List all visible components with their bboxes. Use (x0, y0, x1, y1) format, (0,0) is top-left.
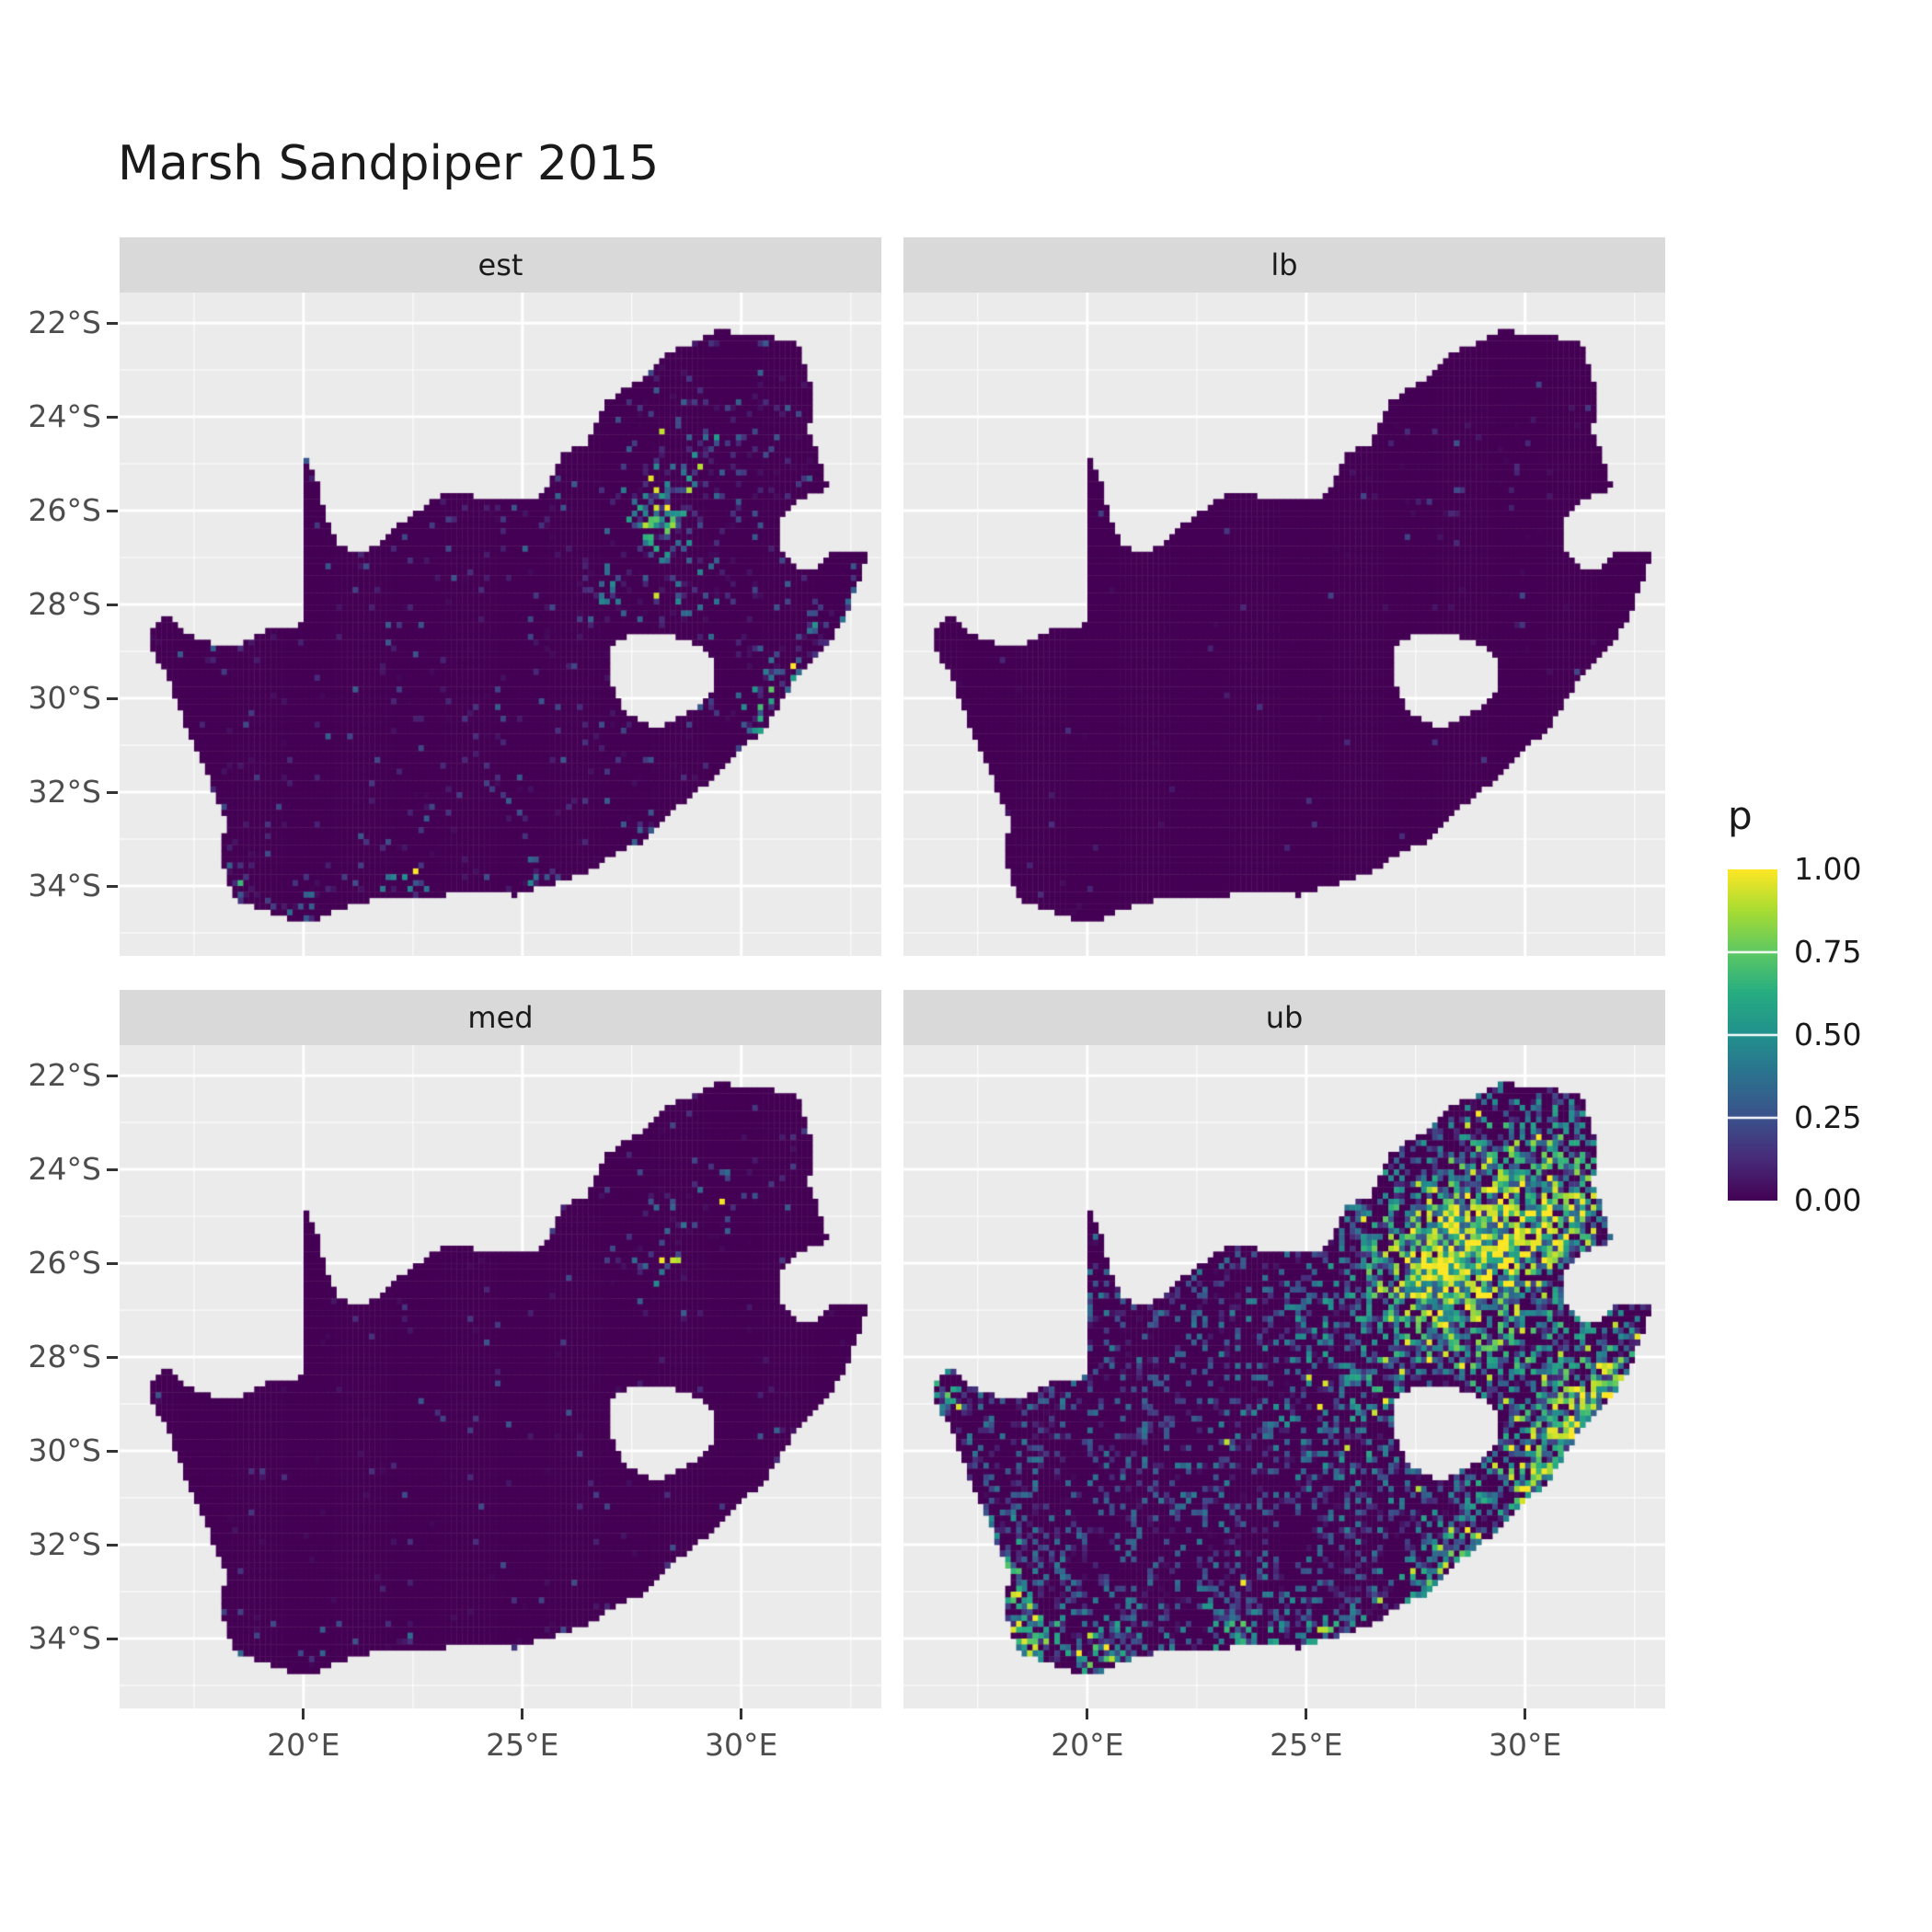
facet-strip-lb: lb (903, 237, 1665, 293)
x-tick-mark (1524, 1708, 1527, 1719)
y-axis-label: 24°S (28, 1151, 101, 1188)
y-tick-mark (107, 1355, 118, 1359)
facet-label-ub: ub (1265, 1000, 1304, 1035)
y-axis-label: 34°S (28, 1620, 101, 1657)
y-axis-label: 28°S (28, 586, 101, 623)
y-tick-mark (107, 696, 118, 700)
y-axis-label: 22°S (28, 305, 101, 341)
y-tick-mark (107, 790, 118, 794)
y-tick-mark (107, 1167, 118, 1171)
y-axis-label: 24°S (28, 398, 101, 435)
facet-label-lb: lb (1271, 247, 1298, 282)
facet-strip-est: est (120, 237, 881, 293)
facet-map-lb (903, 293, 1665, 956)
y-axis-label: 30°S (28, 1432, 101, 1469)
y-tick-mark (107, 415, 118, 419)
x-axis-label: 30°E (705, 1727, 778, 1763)
legend-label: 0.50 (1794, 1017, 1862, 1052)
facet-panel-est: est (120, 237, 881, 956)
facet-panel-lb: lb (903, 237, 1665, 956)
y-tick-mark (107, 1637, 118, 1640)
y-axis-label: 30°S (28, 680, 101, 717)
x-axis-label: 20°E (267, 1727, 340, 1763)
y-axis-label: 32°S (28, 1526, 101, 1563)
facet-panel-ub: ub (903, 990, 1665, 1708)
x-tick-mark (740, 1708, 743, 1719)
y-tick-mark (107, 1449, 118, 1453)
facet-strip-med: med (120, 990, 881, 1045)
x-axis-label: 20°E (1051, 1727, 1124, 1763)
facet-strip-ub: ub (903, 990, 1665, 1045)
facet-map-ub (903, 1045, 1665, 1708)
x-tick-mark (521, 1708, 524, 1719)
y-axis-label: 26°S (28, 492, 101, 529)
x-axis-label: 25°E (1270, 1727, 1343, 1763)
y-tick-mark (107, 884, 118, 888)
y-axis-label: 28°S (28, 1339, 101, 1375)
x-tick-mark (1305, 1708, 1308, 1719)
y-tick-mark (107, 509, 118, 512)
facet-label-est: est (477, 247, 523, 282)
y-tick-mark (107, 1261, 118, 1265)
legend-label: 0.00 (1794, 1182, 1862, 1218)
facet-label-med: med (467, 1000, 534, 1035)
y-tick-mark (107, 321, 118, 325)
facet-map-med (120, 1045, 881, 1708)
y-axis-label: 22°S (28, 1057, 101, 1094)
legend-label: 1.00 (1794, 851, 1862, 887)
y-axis-label: 34°S (28, 868, 101, 904)
legend-label: 0.25 (1794, 1099, 1862, 1135)
facet-panel-med: med (120, 990, 881, 1708)
y-tick-mark (107, 603, 118, 606)
y-tick-mark (107, 1543, 118, 1547)
x-tick-mark (302, 1708, 305, 1719)
x-axis-label: 30°E (1489, 1727, 1562, 1763)
y-axis-label: 26°S (28, 1245, 101, 1282)
y-tick-mark (107, 1074, 118, 1077)
facet-map-est (120, 293, 881, 956)
legend-label: 0.75 (1794, 934, 1862, 970)
y-axis-label: 32°S (28, 774, 101, 811)
legend-title: p (1728, 793, 1753, 838)
legend-colorbar (1728, 869, 1777, 1201)
chart-title: Marsh Sandpiper 2015 (118, 136, 660, 191)
x-tick-mark (1086, 1708, 1089, 1719)
x-axis-label: 25°E (486, 1727, 559, 1763)
